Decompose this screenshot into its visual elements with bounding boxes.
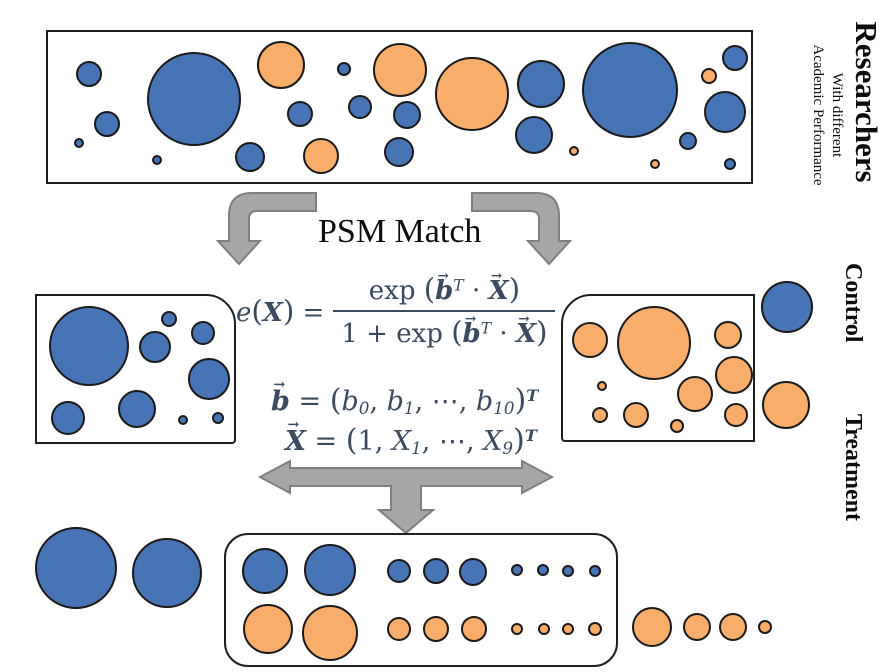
blue-circle — [287, 101, 313, 127]
orange-circle — [373, 43, 427, 97]
psm-match-label: PSM Match — [318, 213, 482, 250]
blue-circle — [517, 60, 565, 108]
blue-circle — [582, 42, 678, 138]
researchers-pool-box — [46, 30, 753, 184]
orange-circle — [677, 376, 713, 412]
orange-circle — [423, 616, 449, 642]
blue-circle — [704, 91, 746, 133]
blue-circle — [722, 45, 748, 71]
orange-circle — [435, 57, 509, 131]
matched-pairs-box — [224, 533, 618, 667]
control-group-box — [35, 294, 236, 444]
orange-circle — [670, 419, 684, 433]
match-exchange-arrow — [257, 459, 555, 535]
left-elbow-arrow — [215, 192, 317, 266]
orange-circle — [302, 605, 358, 661]
blue-circle — [515, 116, 553, 154]
blue-circle — [724, 158, 736, 170]
blue-circle — [537, 564, 549, 576]
orange-circle — [701, 68, 717, 84]
blue-circle — [191, 321, 215, 345]
orange-circle — [511, 623, 523, 635]
researchers-subtitle-line2: Academic Performance — [810, 44, 827, 186]
blue-circle — [562, 565, 574, 577]
orange-circle — [562, 623, 574, 635]
formula-lhs: e(X) = — [236, 293, 325, 328]
blue-circle — [76, 61, 102, 87]
orange-circle — [387, 617, 411, 641]
right-elbow-arrow — [471, 192, 573, 266]
orange-circle — [715, 356, 753, 394]
blue-circle — [235, 142, 265, 172]
blue-circle — [118, 390, 156, 428]
treatment-group-box — [561, 294, 755, 442]
control-treatment-labels: Control Treatment — [839, 263, 866, 521]
blue-circle — [51, 401, 85, 435]
orange-circle — [461, 616, 487, 642]
blue-circle — [161, 311, 177, 327]
blue-circle — [242, 548, 288, 594]
blue-circle — [178, 415, 188, 425]
orange-circle — [588, 622, 602, 636]
orange-circle — [569, 146, 579, 156]
orange-circle — [257, 41, 305, 89]
blue-circle — [393, 101, 421, 129]
blue-circle — [94, 111, 120, 137]
orange-circle — [243, 604, 293, 654]
blue-circle — [337, 62, 351, 76]
formula-numerator: exp (bT · X) — [333, 268, 555, 310]
formula-fraction: exp (bT · X) 1 + exp (bT · X) — [333, 268, 556, 349]
blue-circle — [511, 564, 523, 576]
researchers-subtitle-line1: With different — [829, 72, 845, 158]
orange-circle — [623, 402, 649, 428]
propensity-score-formula: e(X) = exp (bT · X) 1 + exp (bT · X) — [236, 268, 556, 349]
orange-circle — [617, 306, 691, 380]
blue-circle — [423, 558, 449, 584]
orange-circle — [650, 159, 660, 169]
blue-circle — [212, 412, 224, 424]
blue-circle — [152, 155, 162, 165]
blue-circle — [74, 138, 84, 148]
blue-circle — [387, 559, 411, 583]
blue-circle — [384, 137, 414, 167]
blue-circle — [139, 331, 171, 363]
orange-circle — [714, 321, 742, 349]
blue-circle — [147, 52, 241, 146]
orange-circle — [572, 322, 608, 358]
researchers-label: Researchers — [849, 21, 884, 183]
treatment-label: Treatment — [840, 413, 866, 521]
orange-circle — [597, 381, 607, 391]
orange-circle — [538, 623, 550, 635]
blue-circle — [589, 565, 601, 577]
blue-circle — [348, 95, 372, 119]
formula-denominator: 1 + exp (bT · X) — [333, 310, 556, 349]
orange-circle — [724, 403, 748, 427]
x-vector-definition: X = (1, X1, ⋯, X9)T — [285, 417, 537, 458]
blue-circle — [304, 544, 356, 596]
blue-circle — [188, 358, 230, 400]
blue-circle — [459, 558, 487, 586]
control-label: Control — [840, 263, 866, 343]
orange-circle — [303, 138, 339, 174]
blue-circle — [49, 306, 129, 386]
researchers-subtitle: With different Academic Performance — [809, 14, 847, 216]
blue-circle — [679, 132, 697, 150]
b-vector-definition: b = (b0, b1, ⋯, b10)T — [271, 377, 538, 418]
orange-circle — [592, 407, 608, 423]
